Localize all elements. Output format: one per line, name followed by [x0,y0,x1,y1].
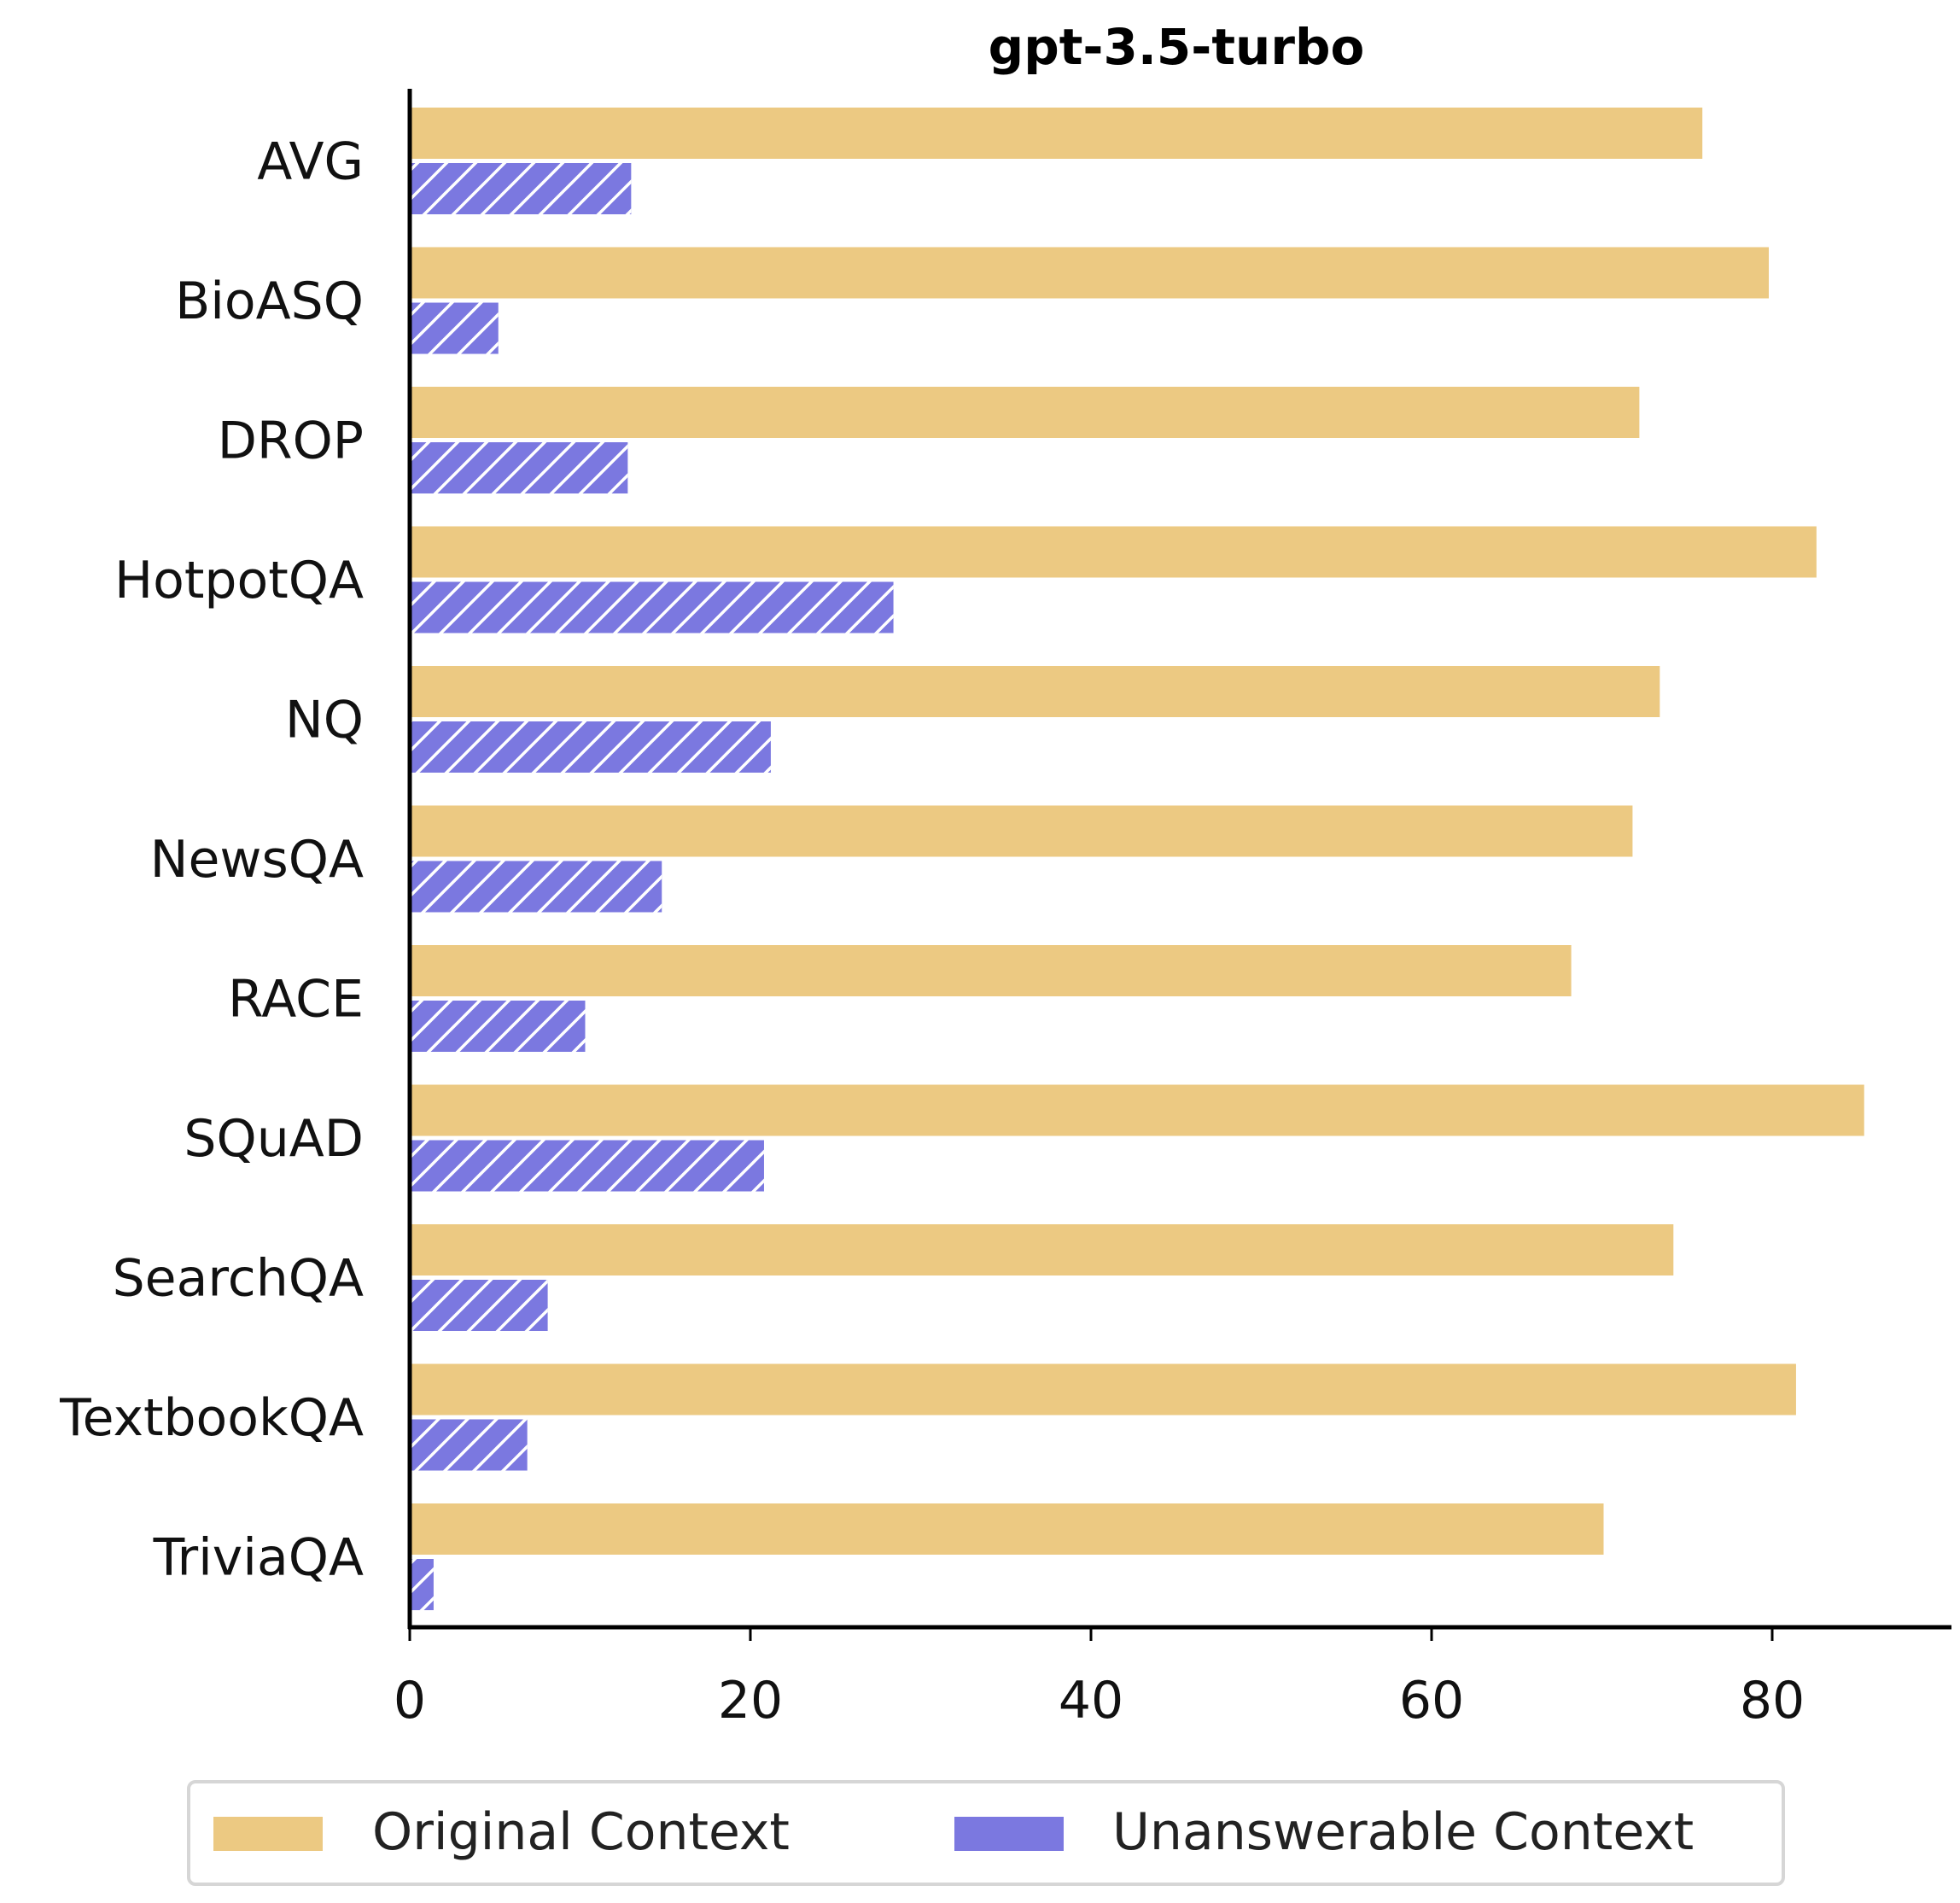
bar-hatch-textbookqa [410,1419,528,1471]
bar-hatch-bioasq [410,302,499,354]
x-tick-label: 40 [1059,1671,1123,1731]
bar-original-drop [410,387,1640,438]
legend-swatch-original [213,1817,323,1851]
bar-hatch-nq [410,721,771,773]
y-tick-label: NewsQA [150,830,364,890]
legend-label-unanswerable: Unanswerable Context [1112,1802,1694,1862]
bar-original-bioasq [410,247,1770,299]
chart-title: gpt-3.5-turbo [989,18,1365,76]
x-tick-label: 80 [1740,1671,1805,1731]
bar-original-squad [410,1084,1864,1136]
bar-original-triviaqa [410,1503,1604,1555]
x-tick-label: 60 [1399,1671,1464,1731]
bar-hatch-race [410,1001,586,1052]
legend-label-original: Original Context [372,1802,790,1862]
bar-original-newsqa [410,805,1633,857]
bar-hatch-searchqa [410,1280,548,1331]
y-tick-label: SQuAD [184,1109,364,1169]
bar-hatch-newsqa [410,861,662,913]
x-tick-label: 20 [718,1671,783,1731]
y-tick-label: SearchQA [113,1249,364,1309]
y-tick-label: TriviaQA [153,1528,364,1588]
y-tick-label: BioASQ [175,271,364,331]
bar-hatch-drop [410,442,628,493]
bar-original-race [410,945,1572,996]
legend-swatch-unanswerable [954,1817,1064,1851]
y-tick-label: DROP [218,412,364,471]
y-tick-label: NQ [285,691,364,750]
bar-hatch-hotpotqa [410,581,894,633]
bar-original-textbookqa [410,1363,1796,1416]
bars-group [410,108,1864,1610]
x-ticks: 0 20 40 60 80 [394,1629,1805,1731]
y-tick-label: RACE [228,970,364,1030]
y-tick-label: AVG [257,132,364,192]
bar-hatch-triviaqa [410,1559,434,1610]
x-tick-label: 0 [394,1671,426,1731]
bar-original-searchqa [410,1224,1674,1275]
bar-original-nq [410,666,1660,717]
bar-hatch-squad [410,1140,764,1192]
bar-original-avg [410,108,1703,159]
bar-hatch-avg [410,163,632,214]
legend: Original Context Unanswerable Context [187,1780,1785,1886]
y-tick-labels: AVG BioASQ DROP HotpotQA NQ NewsQA RACE SQuAD Se… [59,132,364,1588]
bar-original-hotpotqa [410,526,1817,578]
y-tick-label: TextbookQA [59,1388,364,1448]
y-tick-label: HotpotQA [114,551,364,610]
